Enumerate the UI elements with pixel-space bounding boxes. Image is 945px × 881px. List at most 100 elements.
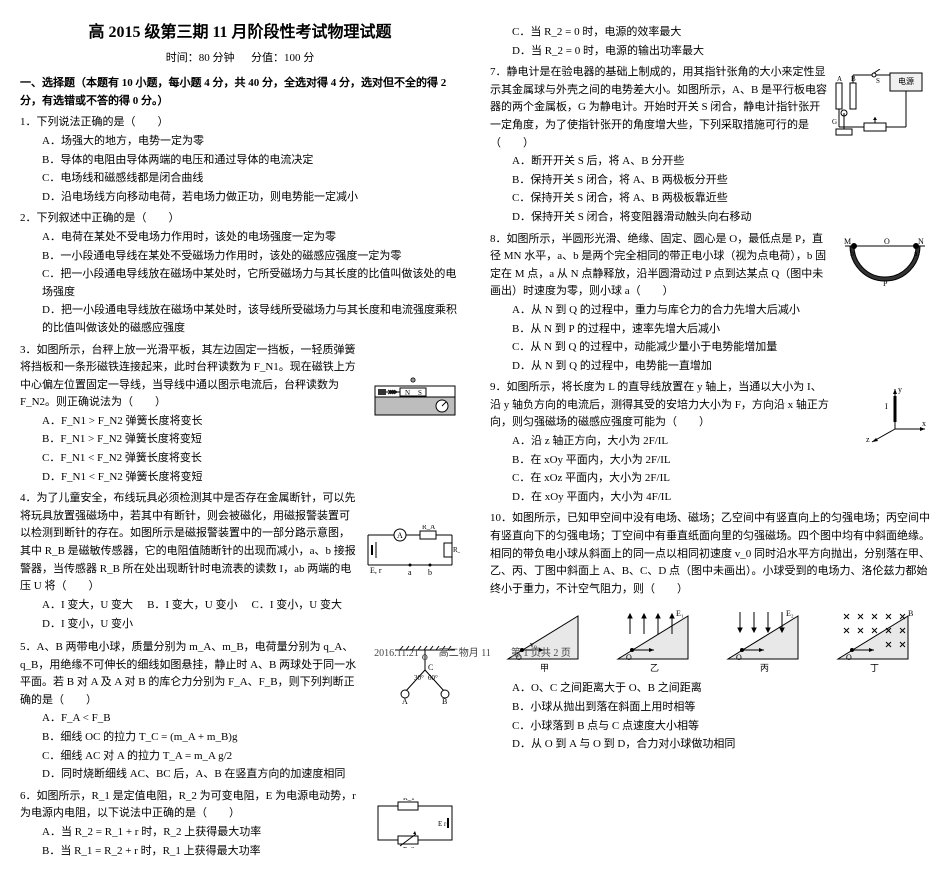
electroscope-icon: 电源 A B S G [830, 69, 930, 139]
question-6: R_1 R_2 E r 6．如图所示，R_1 是定值电阻，R_2 为可变电阻，E… [20, 788, 460, 860]
q7-figure: 电源 A B S G [830, 69, 930, 139]
svg-text:b: b [850, 249, 854, 258]
q5-D: D．同时烧断细线 AC、BC 后，A、B 在竖直方向的加速度相同 [42, 766, 360, 784]
q6-D: D．当 R_2 = 0 时，电源的输出功率最大 [512, 43, 930, 61]
q8-C: C．从 N 到 Q 的过程中，动能减少量小于电势能增加量 [512, 339, 830, 357]
q3-B: B．F_N1 > F_N2 弹簧长度将变短 [42, 431, 360, 449]
q5-C: C．细线 AC 对 A 的拉力 T_A = m_A g/2 [42, 748, 360, 766]
svg-text:甲: 甲 [540, 663, 549, 673]
question-6b: C．当 R_2 = 0 时，电源的效率最大 D．当 R_2 = 0 时，电源的输… [490, 24, 930, 60]
svg-text:P: P [883, 279, 888, 288]
page-footer: 2016.11.21 高二物月 11 第 1 页共 2 页 [0, 646, 945, 662]
svg-text:30°: 30° [414, 674, 424, 682]
svg-text:乙: 乙 [650, 663, 659, 673]
q7-stem: 7．静电计是在验电器的基础上制成的，用其指针张角的大小来定性显示其金属球与外壳之… [490, 64, 830, 152]
q1-D: D．沿电场线方向移动电荷，若电场力做正功，则电势能一定减小 [42, 189, 460, 207]
question-1: 1．下列说法正确的是（ ） A．场强大的地方，电势一定为零 B．导体的电阻由导体… [20, 114, 460, 206]
q7-A: A．断开开关 S 后，将 A、B 分开些 [512, 153, 830, 171]
q9-D: D．在 xOy 平面内，大小为 4F/IL [512, 489, 830, 507]
q7-C: C．保持开关 S 闭合，将 A、B 两极板靠近些 [512, 190, 830, 208]
panel-bing-icon: E₂ O 丙 [720, 604, 810, 674]
q4-C: C．I 变小，U 变大 [252, 597, 342, 615]
q7-B: B．保持开关 S 闭合，将 A、B 两极板分开些 [512, 172, 830, 190]
q10-D: D．从 O 到 A 与 O 到 D，合力对小球做功相同 [512, 736, 930, 754]
question-2: 2．下列叙述中正确的是（ ） A．电荷在某处不受电场力作用时，该处的电场强度一定… [20, 210, 460, 337]
svg-text:x: x [922, 419, 926, 428]
question-3: N S 3．如图所示，台秤上放一光滑平板，其左边固定一挡板，一轻质弹簧将挡板和一… [20, 342, 460, 487]
svg-text:丁: 丁 [870, 663, 879, 673]
svg-text:S: S [876, 77, 880, 85]
q10-stem: 10．如图所示，已知甲空间中没有电场、磁场；乙空间中有竖直向上的匀强电场；丙空间… [490, 510, 930, 598]
svg-text:a: a [914, 249, 918, 258]
q6-B: B．当 R_1 = R_2 + r 时，R_1 上获得最大功率 [42, 843, 360, 861]
q1-C: C．电场线和磁感线都是闭合曲线 [42, 170, 460, 188]
question-9: y x z I 9．如图所示，将长度为 L 的直导线放置在 y 轴上，当通以大小… [490, 379, 930, 506]
svg-text:丙: 丙 [760, 663, 769, 673]
svg-text:E₂: E₂ [786, 609, 794, 618]
svg-text:I: I [885, 402, 888, 411]
q9-B: B．在 xOy 平面内，大小为 2F/IL [512, 452, 830, 470]
q10-C: C．小球落到 B 点与 C 点速度大小相等 [512, 718, 930, 736]
q10-B: B．小球从抛出到落在斜面上用时相等 [512, 699, 930, 717]
svg-text:A: A [837, 75, 842, 83]
svg-text:S: S [418, 389, 422, 397]
svg-text:A: A [397, 531, 403, 540]
q2-C: C．把一小段通电导线放在磁场中某处时，它所受磁场力与其长度的比值叫做该处的电场强… [42, 266, 460, 301]
q4-stem: 4．为了儿童安全，布线玩具必须检测其中是否存在金属断针，可以先将玩具放置强磁场中… [20, 490, 360, 596]
q2-A: A．电荷在某处不受电场力作用时，该处的电场强度一定为零 [42, 229, 460, 247]
svg-text:R_A: R_A [422, 525, 435, 531]
panel-yi-icon: E₁ O 乙 [610, 604, 700, 674]
question-8: M b O N a P 8．如图所示，半圆形光滑、绝缘、固定、圆心是 O，最低点… [490, 231, 930, 376]
q7-D: D．保持开关 S 闭合，将变阻器滑动触头向右移动 [512, 209, 830, 227]
svg-text:R_2: R_2 [403, 846, 415, 848]
svg-text:B: B [908, 609, 913, 618]
q4-A: A．I 变大，U 变大 [42, 597, 133, 615]
svg-text:E, r: E, r [370, 566, 382, 575]
q8-A: A．从 N 到 Q 的过程中，重力与库仑力的合力先增大后减小 [512, 302, 830, 320]
svg-text:b: b [428, 568, 432, 577]
panel-ding-icon: B O 丁 [830, 604, 920, 674]
q9-A: A．沿 z 轴正方向，大小为 2F/IL [512, 433, 830, 451]
panel-jia-icon: v₀ O 甲 [500, 604, 590, 674]
q9-figure: y x z I [860, 384, 930, 444]
q5-A: A．F_A < F_B [42, 710, 360, 728]
svg-text:B: B [442, 697, 447, 704]
circuit-icon: E, r A R_A R_B a b [360, 525, 460, 580]
circuit2-icon: R_1 R_2 E r [370, 798, 460, 848]
q10-figure-row: v₀ O 甲 E₁ O 乙 [490, 604, 930, 674]
svg-text:O: O [884, 237, 890, 246]
semicircle-icon: M b O N a P [840, 236, 930, 291]
q6-A: A．当 R_2 = R_1 + r 时，R_2 上获得最大功率 [42, 824, 360, 842]
svg-text:M: M [844, 237, 851, 246]
q6-C: C．当 R_2 = 0 时，电源的效率最大 [512, 24, 930, 42]
page-title: 高 2015 级第三期 11 月阶段性考试物理试题 [20, 20, 460, 46]
q10-A: A．O、C 之间距离大于 O、B 之间距离 [512, 680, 930, 698]
svg-text:N: N [918, 237, 924, 246]
subtitle: 时间：80 分钟 分值：100 分 [20, 50, 460, 68]
axes3d-icon: y x z I [860, 384, 930, 444]
svg-text:R_1: R_1 [403, 798, 415, 802]
q2-stem: 2．下列叙述中正确的是（ ） [20, 210, 460, 228]
q6-stem: 6．如图所示，R_1 是定值电阻，R_2 为可变电阻，E 为电源电动势，r 为电… [20, 788, 360, 823]
svg-text:z: z [866, 435, 870, 444]
q9-stem: 9．如图所示，将长度为 L 的直导线放置在 y 轴上，当通以大小为 I、沿 y … [490, 379, 830, 432]
question-10: 10．如图所示，已知甲空间中没有电场、磁场；乙空间中有竖直向上的匀强电场；丙空间… [490, 510, 930, 753]
q8-stem: 8．如图所示，半圆形光滑、绝缘、固定、圆心是 O，最低点是 P，直径 MN 水平… [490, 231, 830, 301]
q3-D: D．F_N1 < F_N2 弹簧长度将变短 [42, 469, 360, 487]
q8-D: D．从 N 到 Q 的过程中，电势能一直增加 [512, 358, 830, 376]
svg-text:N: N [405, 389, 410, 397]
q3-figure: N S [370, 372, 460, 422]
svg-text:G: G [832, 118, 837, 126]
left-column: 高 2015 级第三期 11 月阶段性考试物理试题 时间：80 分钟 分值：10… [20, 20, 460, 861]
q2-D: D．把一小段通电导线放在磁场中某处时，该导线所受磁场力与其长度和电流强度乘积的比… [42, 302, 460, 337]
q3-C: C．F_N1 < F_N2 弹簧长度将变长 [42, 450, 360, 468]
q9-C: C．在 xOz 平面内，大小为 2F/IL [512, 470, 830, 488]
q3-stem: 3．如图所示，台秤上放一光滑平板，其左边固定一挡板，一轻质弹簧将挡板和一条形磁铁… [20, 342, 360, 412]
q1-B: B．导体的电阻由导体两端的电压和通过导体的电流决定 [42, 152, 460, 170]
q1-stem: 1．下列说法正确的是（ ） [20, 114, 460, 132]
q3-A: A．F_N1 > F_N2 弹簧长度将变长 [42, 413, 360, 431]
svg-text:E r: E r [438, 820, 447, 828]
q1-A: A．场强大的地方，电势一定为零 [42, 133, 460, 151]
right-column: C．当 R_2 = 0 时，电源的效率最大 D．当 R_2 = 0 时，电源的输… [490, 20, 930, 861]
q8-B: B．从 N 到 P 的过程中，速率先增大后减小 [512, 321, 830, 339]
